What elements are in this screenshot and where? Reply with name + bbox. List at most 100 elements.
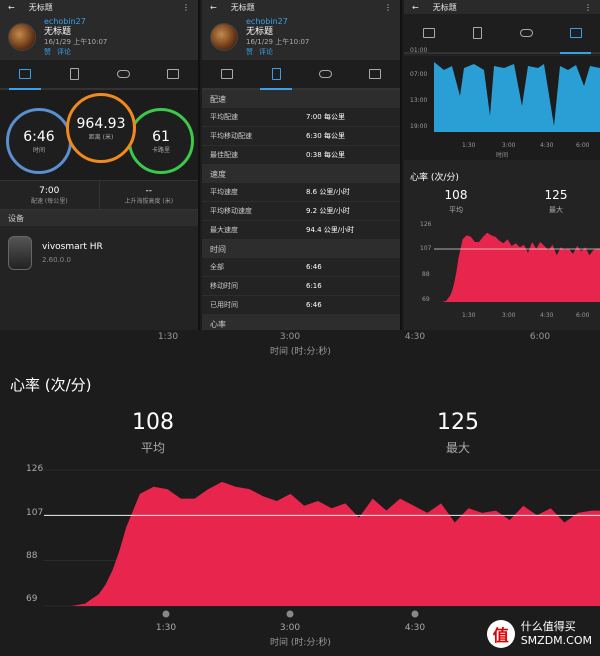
activity-name: 无标题 bbox=[44, 27, 72, 37]
top-x-tick: 1:30 bbox=[157, 332, 179, 342]
app-bar: ← 无标题 ⋮ bbox=[404, 0, 600, 14]
tab-laps[interactable] bbox=[99, 60, 149, 88]
hr-small-title: 心率 (次/分) bbox=[410, 173, 459, 183]
hr-small-max-label: 最大 bbox=[549, 206, 563, 214]
tab-summary[interactable] bbox=[0, 60, 50, 90]
activity-header: echobin27 无标题 16/1/29 上午10:07 赞评论 bbox=[0, 14, 198, 60]
hr-small-y-tick: 107 bbox=[420, 245, 432, 252]
hr-small-y-tick: 88 bbox=[422, 271, 430, 278]
details-row-label: 最佳配速 bbox=[210, 151, 238, 159]
pace-y-tick: 07:00 bbox=[410, 71, 428, 78]
details-row-label: 移动时间 bbox=[210, 282, 238, 290]
top-x-tick: 3:00 bbox=[279, 332, 301, 342]
details-row: 已用时间 6:46 bbox=[202, 296, 400, 315]
tab-details[interactable] bbox=[50, 60, 100, 88]
hr-chart[interactable] bbox=[0, 330, 600, 656]
charts-panel: ← 无标题 ⋮ 时间 01:00 07:00 13:00 19:00 1:30 … bbox=[404, 0, 600, 330]
watermark-line1: 什么值得买 bbox=[520, 620, 576, 633]
avatar[interactable] bbox=[210, 23, 238, 51]
overflow-menu-icon[interactable]: ⋮ bbox=[182, 2, 190, 12]
tab-summary[interactable] bbox=[404, 14, 453, 52]
calorie-value: 61 bbox=[152, 128, 170, 145]
tab-charts[interactable] bbox=[149, 60, 199, 88]
hr-title: 心率 (次/分) bbox=[10, 376, 92, 394]
hr-small-avg: 108 bbox=[444, 188, 468, 202]
activity-tabs bbox=[202, 60, 400, 90]
comment-link[interactable]: 评论 bbox=[259, 48, 273, 56]
hr-max-label: 最大 bbox=[445, 441, 470, 455]
hr-small-x-tick: 3:00 bbox=[502, 312, 516, 319]
details-row-label: 已用时间 bbox=[210, 301, 238, 309]
details-row-label: 平均移动速度 bbox=[210, 207, 252, 215]
comment-link[interactable]: 评论 bbox=[57, 48, 71, 56]
back-arrow-icon[interactable]: ← bbox=[8, 2, 15, 12]
back-arrow-icon[interactable]: ← bbox=[412, 2, 419, 12]
details-row-label: 平均速度 bbox=[210, 188, 238, 196]
time-ring: 6:46 时间 bbox=[6, 108, 72, 174]
hr-small-area bbox=[434, 232, 600, 302]
top-x-title: 时间 (时:分:秒) bbox=[270, 347, 331, 357]
details-row: 最佳配速 0:38 每公里 bbox=[202, 146, 400, 165]
y-tick: 126 bbox=[26, 464, 44, 474]
activity-date: 16/1/29 上午10:07 bbox=[44, 38, 108, 46]
tab-charts[interactable] bbox=[351, 60, 401, 88]
summary-panel: ← 无标题 ⋮ echobin27 无标题 16/1/29 上午10:07 赞评… bbox=[0, 0, 200, 330]
calorie-label: 卡路里 bbox=[151, 146, 170, 154]
app-bar: ← 无标题 ⋮ bbox=[0, 0, 198, 14]
device-name: vivosmart HR bbox=[42, 242, 103, 252]
activity-name: 无标题 bbox=[246, 27, 274, 37]
username[interactable]: echobin27 bbox=[44, 17, 86, 26]
tab-summary[interactable] bbox=[202, 60, 252, 88]
device-version: 2.60.0.0 bbox=[42, 256, 71, 264]
activity-header: echobin27 无标题 16/1/29 上午10:07 赞评论 bbox=[202, 14, 400, 60]
details-row-value: 8.6 公里/小时 bbox=[306, 188, 350, 196]
x-tick-dot bbox=[286, 610, 294, 618]
hr-max-value: 125 bbox=[437, 410, 479, 435]
details-section-header: 速度 bbox=[202, 165, 400, 183]
hr-small-x-tick: 6:00 bbox=[576, 312, 590, 319]
hr-small-max: 125 bbox=[544, 188, 568, 202]
username[interactable]: echobin27 bbox=[246, 17, 288, 26]
watermark: 值 什么值得买 SMZDM.COM bbox=[486, 620, 592, 648]
hr-small-x-tick: 4:30 bbox=[540, 312, 554, 319]
map-icon bbox=[220, 69, 233, 79]
like-link[interactable]: 赞 bbox=[246, 48, 253, 56]
overflow-menu-icon[interactable]: ⋮ bbox=[384, 2, 392, 12]
back-arrow-icon[interactable]: ← bbox=[210, 2, 217, 12]
details-row: 平均移动配速 6:30 每公里 bbox=[202, 127, 400, 146]
x-tick: 1:30 bbox=[155, 623, 177, 633]
avatar[interactable] bbox=[8, 23, 36, 51]
overflow-menu-icon[interactable]: ⋮ bbox=[584, 2, 592, 12]
x-tick: 4:30 bbox=[404, 623, 426, 633]
document-icon bbox=[69, 68, 79, 80]
pace-x-tick: 1:30 bbox=[462, 142, 476, 149]
tab-details[interactable] bbox=[453, 14, 502, 52]
details-row-value: 9.2 公里/小时 bbox=[306, 207, 350, 215]
pace-value: 7:00 bbox=[39, 185, 60, 196]
distance-value: 964.93 bbox=[76, 115, 126, 132]
chart-icon bbox=[369, 69, 382, 79]
device-row[interactable]: vivosmart HR 2.60.0.0 bbox=[0, 226, 198, 280]
pace-y-tick: 19:00 bbox=[410, 123, 428, 130]
tab-laps[interactable] bbox=[502, 14, 551, 52]
time-value: 6:46 bbox=[23, 128, 55, 145]
summary-stats: 7:00 配速 (每公里) -- 上升海拔高度 (米) bbox=[0, 180, 198, 210]
details-panel: ← 无标题 ⋮ echobin27 无标题 16/1/29 上午10:07 赞评… bbox=[202, 0, 402, 330]
details-section-header: 配速 bbox=[202, 90, 400, 108]
distance-label: 距离 (米) bbox=[88, 133, 114, 141]
x-tick: 3:00 bbox=[279, 623, 301, 633]
details-row-label: 全部 bbox=[210, 263, 224, 271]
loop-icon bbox=[117, 70, 131, 78]
calorie-ring: 61 卡路里 bbox=[128, 108, 194, 174]
pace-y-tick: 13:00 bbox=[410, 97, 428, 104]
hr-avg-label: 平均 bbox=[140, 441, 165, 455]
tab-charts[interactable] bbox=[551, 14, 600, 54]
tab-laps[interactable] bbox=[301, 60, 351, 88]
like-link[interactable]: 赞 bbox=[44, 48, 51, 56]
pace-label: 配速 (每公里) bbox=[30, 197, 68, 205]
hr-small-y-tick: 126 bbox=[420, 221, 432, 228]
details-row: 全部 6:46 bbox=[202, 258, 400, 277]
tab-details[interactable] bbox=[252, 60, 302, 90]
details-section-header: 心率 bbox=[202, 315, 400, 330]
details-row: 移动时间 6:16 bbox=[202, 277, 400, 296]
